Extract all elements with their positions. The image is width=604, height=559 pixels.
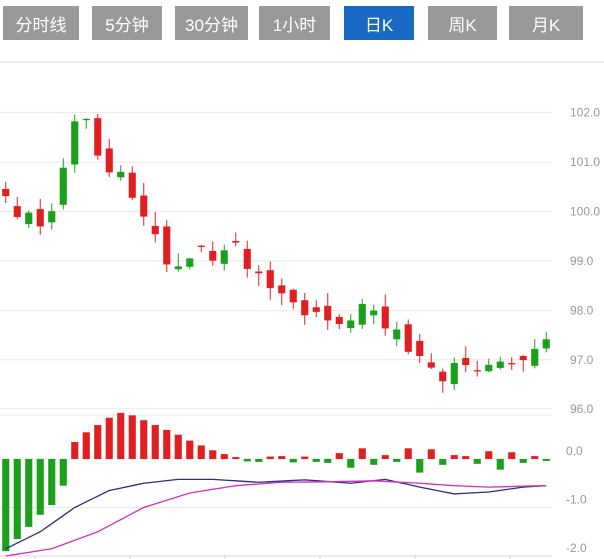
svg-text:0.0: 0.0: [566, 444, 583, 458]
svg-text:96.0: 96.0: [570, 402, 594, 416]
svg-text:98.0: 98.0: [570, 304, 594, 318]
svg-text:101.0: 101.0: [570, 155, 600, 169]
svg-text:99.0: 99.0: [570, 254, 594, 268]
svg-text:97.0: 97.0: [570, 353, 594, 367]
svg-text:-1.0: -1.0: [566, 493, 587, 507]
svg-text:-2.0: -2.0: [566, 541, 587, 555]
svg-text:102.0: 102.0: [570, 105, 600, 119]
svg-text:100.0: 100.0: [570, 204, 600, 218]
